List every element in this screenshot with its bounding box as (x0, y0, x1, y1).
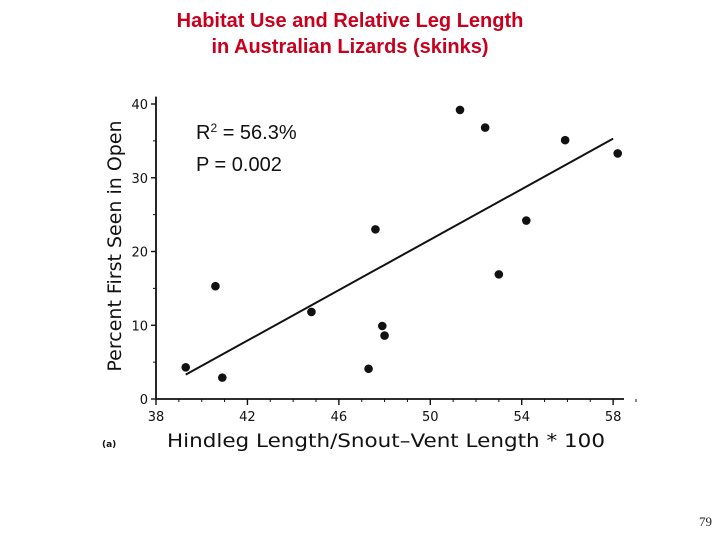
x-tick-label: 54 (513, 410, 530, 425)
chart-marks (181, 105, 623, 382)
y-tick-label: 0 (140, 393, 148, 408)
y-axis-title: Percent First Seen in Open (104, 120, 126, 371)
slide-title: Habitat Use and Relative Leg Length in A… (0, 8, 700, 60)
y-tick-label: 30 (131, 172, 148, 187)
chart-axes (155, 96, 624, 400)
data-point (521, 216, 531, 225)
x-tick-label: 58 (605, 410, 622, 425)
data-point (455, 105, 465, 115)
x-axis-title: Hindleg Length/Snout–Vent Length * 100 (167, 430, 605, 452)
regression-stats: R2 = 56.3% P = 0.002 (196, 112, 297, 181)
regression-line (185, 137, 614, 376)
slide-title-line-1: Habitat Use and Relative Leg Length (176, 10, 524, 32)
data-point (181, 362, 191, 372)
data-point (480, 123, 490, 132)
data-point (217, 373, 227, 382)
x-tick-label: 42 (239, 410, 256, 425)
data-point (380, 331, 389, 340)
panel-label: (a) (102, 440, 116, 450)
x-tick-label: 50 (422, 410, 439, 425)
y-tick-label: 10 (131, 319, 148, 334)
chart-ticks: 38 42 46 50 54 58 0 10 20 30 40 (131, 98, 637, 425)
data-point (364, 364, 373, 374)
data-point (371, 225, 380, 234)
data-point (494, 270, 504, 279)
y-tick-label: 40 (131, 98, 148, 113)
data-point (211, 281, 220, 291)
data-point (613, 149, 623, 158)
r-squared-text: R2 = 56.3% (196, 121, 297, 144)
data-point (307, 307, 316, 317)
data-point (560, 135, 570, 145)
y-tick-label: 20 (131, 246, 148, 261)
slide-title-line-2: in Australian Lizards (skinks) (211, 36, 489, 58)
p-value-text: P = 0.002 (196, 154, 282, 176)
page-number: 79 (699, 514, 712, 529)
x-tick-label: 38 (148, 410, 165, 425)
x-tick-label: 46 (331, 410, 348, 425)
data-point (377, 321, 387, 331)
